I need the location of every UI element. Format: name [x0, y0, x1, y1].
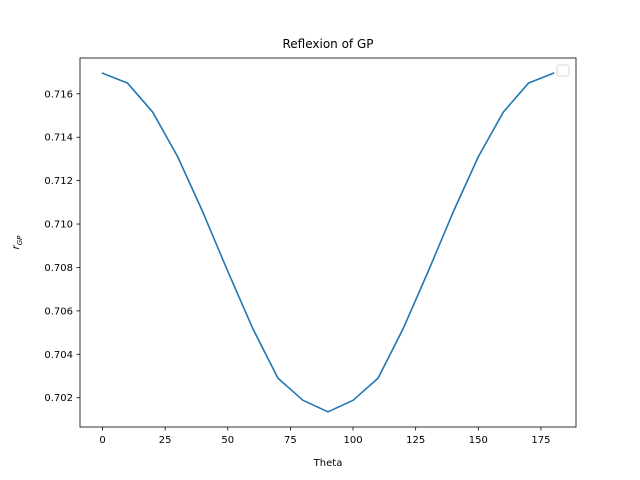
- x-tick-label: 0: [99, 435, 105, 446]
- y-tick-label: 0.708: [44, 263, 73, 274]
- data-point: [553, 72, 555, 74]
- data-point: [127, 82, 129, 84]
- data-point: [402, 328, 404, 330]
- axes-frame: [79, 57, 577, 428]
- axes-layer: 0 25 50 75 100 125 150 175 0.702 0.704 0.706 0.708 0…: [44, 57, 577, 446]
- legend: [556, 64, 570, 77]
- data-point: [478, 156, 480, 158]
- y-tick-label: 0.710: [44, 220, 73, 231]
- y-axis-label-main: r: [11, 244, 22, 249]
- legend-box: [556, 64, 570, 77]
- x-tick-label: 75: [284, 435, 297, 446]
- data-point: [427, 271, 429, 273]
- y-tick-label: 0.714: [44, 133, 73, 144]
- x-tick-label: 175: [531, 435, 550, 446]
- data-point: [277, 377, 279, 379]
- x-tick-label: 125: [406, 435, 425, 446]
- plot-layer: [101, 72, 555, 413]
- data-point: [252, 328, 254, 330]
- data-point: [177, 156, 179, 158]
- y-axis-label: rGP: [11, 235, 24, 250]
- x-tick-label: 25: [159, 435, 172, 446]
- data-point: [227, 271, 229, 273]
- x-tick-label: 100: [344, 435, 363, 446]
- y-tick-label: 0.712: [44, 176, 73, 187]
- x-axis-label: Theta: [313, 458, 343, 469]
- data-point: [302, 400, 304, 402]
- y-tick-label: 0.702: [44, 393, 73, 404]
- data-point: [377, 377, 379, 379]
- chart-title: Reflexion of GP: [282, 37, 373, 51]
- y-tick-label: 0.704: [44, 350, 73, 361]
- x-tick-label: 50: [221, 435, 234, 446]
- data-point: [152, 111, 154, 113]
- series-line-0: [101, 72, 555, 413]
- data-point: [503, 111, 505, 113]
- data-point: [528, 82, 530, 84]
- y-axis-label-subscript: GP: [16, 235, 24, 245]
- data-point: [202, 211, 204, 213]
- x-tick-label: 150: [469, 435, 488, 446]
- data-point: [327, 411, 329, 413]
- data-point: [102, 72, 104, 74]
- y-tick-label: 0.706: [44, 306, 73, 317]
- y-tick-label: 0.716: [44, 89, 73, 100]
- data-point: [452, 211, 454, 213]
- data-point: [352, 400, 354, 402]
